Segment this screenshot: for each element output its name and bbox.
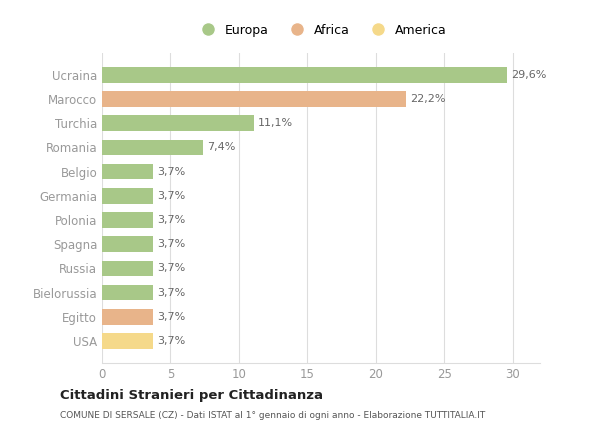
Bar	[102, 188, 152, 204]
Text: 3,7%: 3,7%	[157, 167, 185, 176]
Text: Cittadini Stranieri per Cittadinanza: Cittadini Stranieri per Cittadinanza	[60, 389, 323, 403]
Bar	[102, 285, 152, 301]
Bar	[102, 236, 152, 252]
Text: 3,7%: 3,7%	[157, 215, 185, 225]
Bar	[102, 91, 406, 107]
Text: 3,7%: 3,7%	[157, 336, 185, 346]
Bar	[102, 115, 254, 131]
Bar	[102, 333, 152, 349]
Bar	[102, 212, 152, 228]
Text: 3,7%: 3,7%	[157, 191, 185, 201]
Legend: Europa, Africa, America: Europa, Africa, America	[190, 19, 452, 42]
Text: 29,6%: 29,6%	[511, 70, 547, 80]
Text: 22,2%: 22,2%	[410, 94, 445, 104]
Text: 3,7%: 3,7%	[157, 239, 185, 249]
Bar	[102, 309, 152, 325]
Text: 3,7%: 3,7%	[157, 288, 185, 297]
Text: 3,7%: 3,7%	[157, 312, 185, 322]
Bar	[102, 139, 203, 155]
Text: 11,1%: 11,1%	[258, 118, 293, 128]
Bar	[102, 67, 507, 83]
Bar	[102, 260, 152, 276]
Text: COMUNE DI SERSALE (CZ) - Dati ISTAT al 1° gennaio di ogni anno - Elaborazione TU: COMUNE DI SERSALE (CZ) - Dati ISTAT al 1…	[60, 411, 485, 420]
Text: 3,7%: 3,7%	[157, 264, 185, 273]
Text: 7,4%: 7,4%	[208, 143, 236, 152]
Bar	[102, 164, 152, 180]
